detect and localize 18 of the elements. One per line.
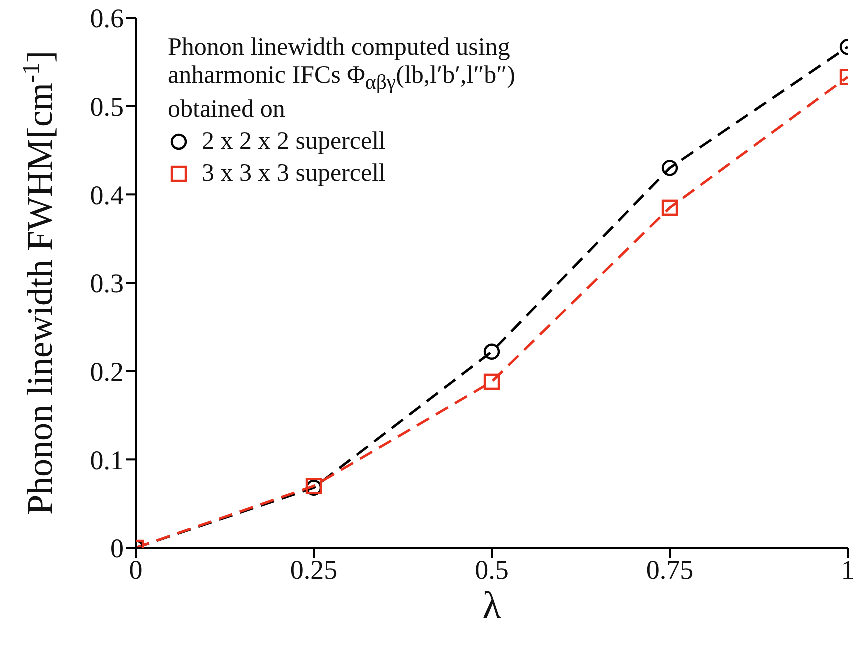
y-tick-label: 0.3 bbox=[90, 268, 124, 299]
legend-label: 3 x 3 x 3 supercell bbox=[202, 160, 386, 188]
text: Phonon linewidth computed using anharmonic IFCs Φ$_{αβγ}$(lb,l′b′,l″b″) obtained on bbox=[168, 34, 516, 123]
x-tick-label: 0 bbox=[129, 555, 143, 586]
x-tick-label: 1 bbox=[841, 555, 855, 586]
x-tick-label: 0.5 bbox=[475, 555, 509, 586]
y-tick-label: 0.2 bbox=[90, 356, 124, 387]
y-tick-label: 0.5 bbox=[90, 92, 124, 122]
point bbox=[484, 374, 500, 390]
point bbox=[484, 344, 500, 360]
y-tick-label: 0 bbox=[110, 534, 124, 564]
x-tick-label: 0.25 bbox=[290, 555, 338, 586]
y-tick-label: 0.4 bbox=[90, 180, 124, 210]
legend-label: 2 x 2 x 2 supercell bbox=[202, 128, 386, 156]
x-tick-label: 0.75 bbox=[646, 555, 694, 586]
y-tick-label: 0.6 bbox=[90, 4, 124, 34]
y-tick-label: 0.1 bbox=[90, 445, 124, 476]
x-axis-title: λ bbox=[482, 585, 502, 627]
